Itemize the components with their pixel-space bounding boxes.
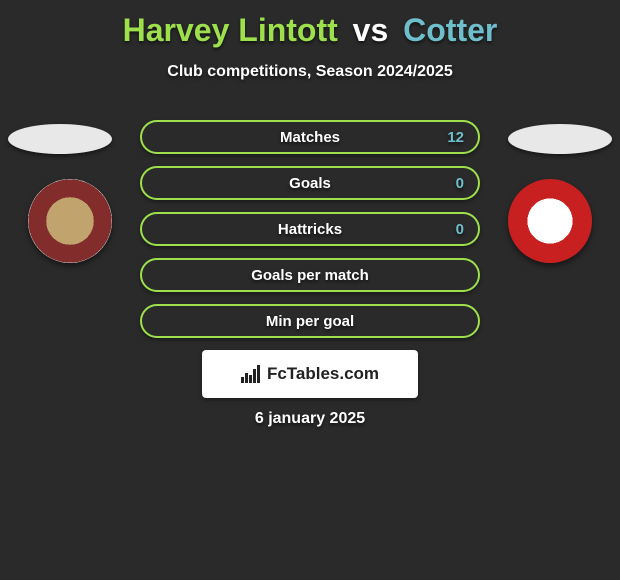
left-ellipse bbox=[8, 124, 112, 154]
stat-label: Min per goal bbox=[266, 313, 354, 330]
branding-box: FcTables.com bbox=[202, 350, 418, 398]
right-ellipse bbox=[508, 124, 612, 154]
club-crest-right bbox=[508, 179, 592, 263]
comparison-title: Harvey Lintott vs Cotter bbox=[0, 0, 620, 49]
vs-separator: vs bbox=[353, 12, 389, 48]
stat-label: Hattricks bbox=[278, 221, 342, 238]
bar-chart-icon bbox=[241, 365, 261, 383]
stat-label: Matches bbox=[280, 129, 340, 146]
stat-label: Goals per match bbox=[251, 267, 369, 284]
club-crest-left bbox=[28, 179, 112, 263]
date-text: 6 january 2025 bbox=[0, 410, 620, 428]
stat-row-hattricks: Hattricks 0 bbox=[140, 212, 480, 246]
stat-value-right: 12 bbox=[447, 129, 464, 146]
stat-label: Goals bbox=[289, 175, 331, 192]
stat-row-goals: Goals 0 bbox=[140, 166, 480, 200]
stat-value-right: 0 bbox=[456, 175, 464, 192]
stats-panel: Matches 12 Goals 0 Hattricks 0 Goals per… bbox=[140, 120, 480, 350]
stat-row-goals-per-match: Goals per match bbox=[140, 258, 480, 292]
stat-row-min-per-goal: Min per goal bbox=[140, 304, 480, 338]
stat-row-matches: Matches 12 bbox=[140, 120, 480, 154]
player-b-name: Cotter bbox=[403, 12, 497, 48]
subtitle: Club competitions, Season 2024/2025 bbox=[0, 63, 620, 81]
stat-value-right: 0 bbox=[456, 221, 464, 238]
branding-text: FcTables.com bbox=[267, 364, 379, 384]
player-a-name: Harvey Lintott bbox=[123, 12, 338, 48]
